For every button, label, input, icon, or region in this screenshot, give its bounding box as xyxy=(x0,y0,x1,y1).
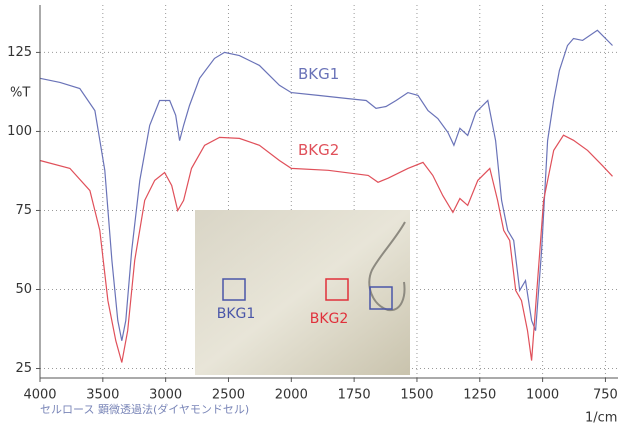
x-tick-label: 1750 xyxy=(338,388,371,403)
y-axis-label: %T xyxy=(10,86,30,101)
x-tick-label: 3500 xyxy=(86,388,119,403)
inset-label: BKG1 xyxy=(217,306,256,322)
y-tick-label: 125 xyxy=(7,45,32,60)
y-tick-label: 50 xyxy=(15,282,32,297)
x-tick-label: 1000 xyxy=(526,388,559,403)
region-box xyxy=(325,278,349,301)
region-box xyxy=(369,286,393,310)
inset-label: BKG2 xyxy=(310,311,349,327)
series-line xyxy=(39,134,613,363)
photo xyxy=(195,210,410,375)
x-tick-label: 2000 xyxy=(275,388,308,403)
series-label: BKG1 xyxy=(298,65,339,83)
series-line xyxy=(39,29,613,341)
y-tick-label: 100 xyxy=(7,124,32,139)
x-axis-label: 1/cm xyxy=(585,411,617,426)
inset-photo: BKG1 BKG2 xyxy=(195,210,410,375)
x-tick-label: 750 xyxy=(593,388,618,403)
y-tick-label: 25 xyxy=(15,361,32,376)
region-box xyxy=(222,278,246,301)
particle-edge xyxy=(368,221,406,312)
x-tick-label: 1500 xyxy=(400,388,433,403)
series-label: BKG2 xyxy=(298,141,339,159)
caption: セルロース 顕微透過法(ダイヤモンドセル) xyxy=(40,402,249,416)
x-tick-label: 2500 xyxy=(212,388,245,403)
plot-lines xyxy=(39,29,613,363)
x-tick-label: 3000 xyxy=(149,388,182,403)
y-tick-label: 75 xyxy=(15,203,32,218)
x-tick-label: 1250 xyxy=(463,388,496,403)
x-tick-label: 4000 xyxy=(23,388,56,403)
